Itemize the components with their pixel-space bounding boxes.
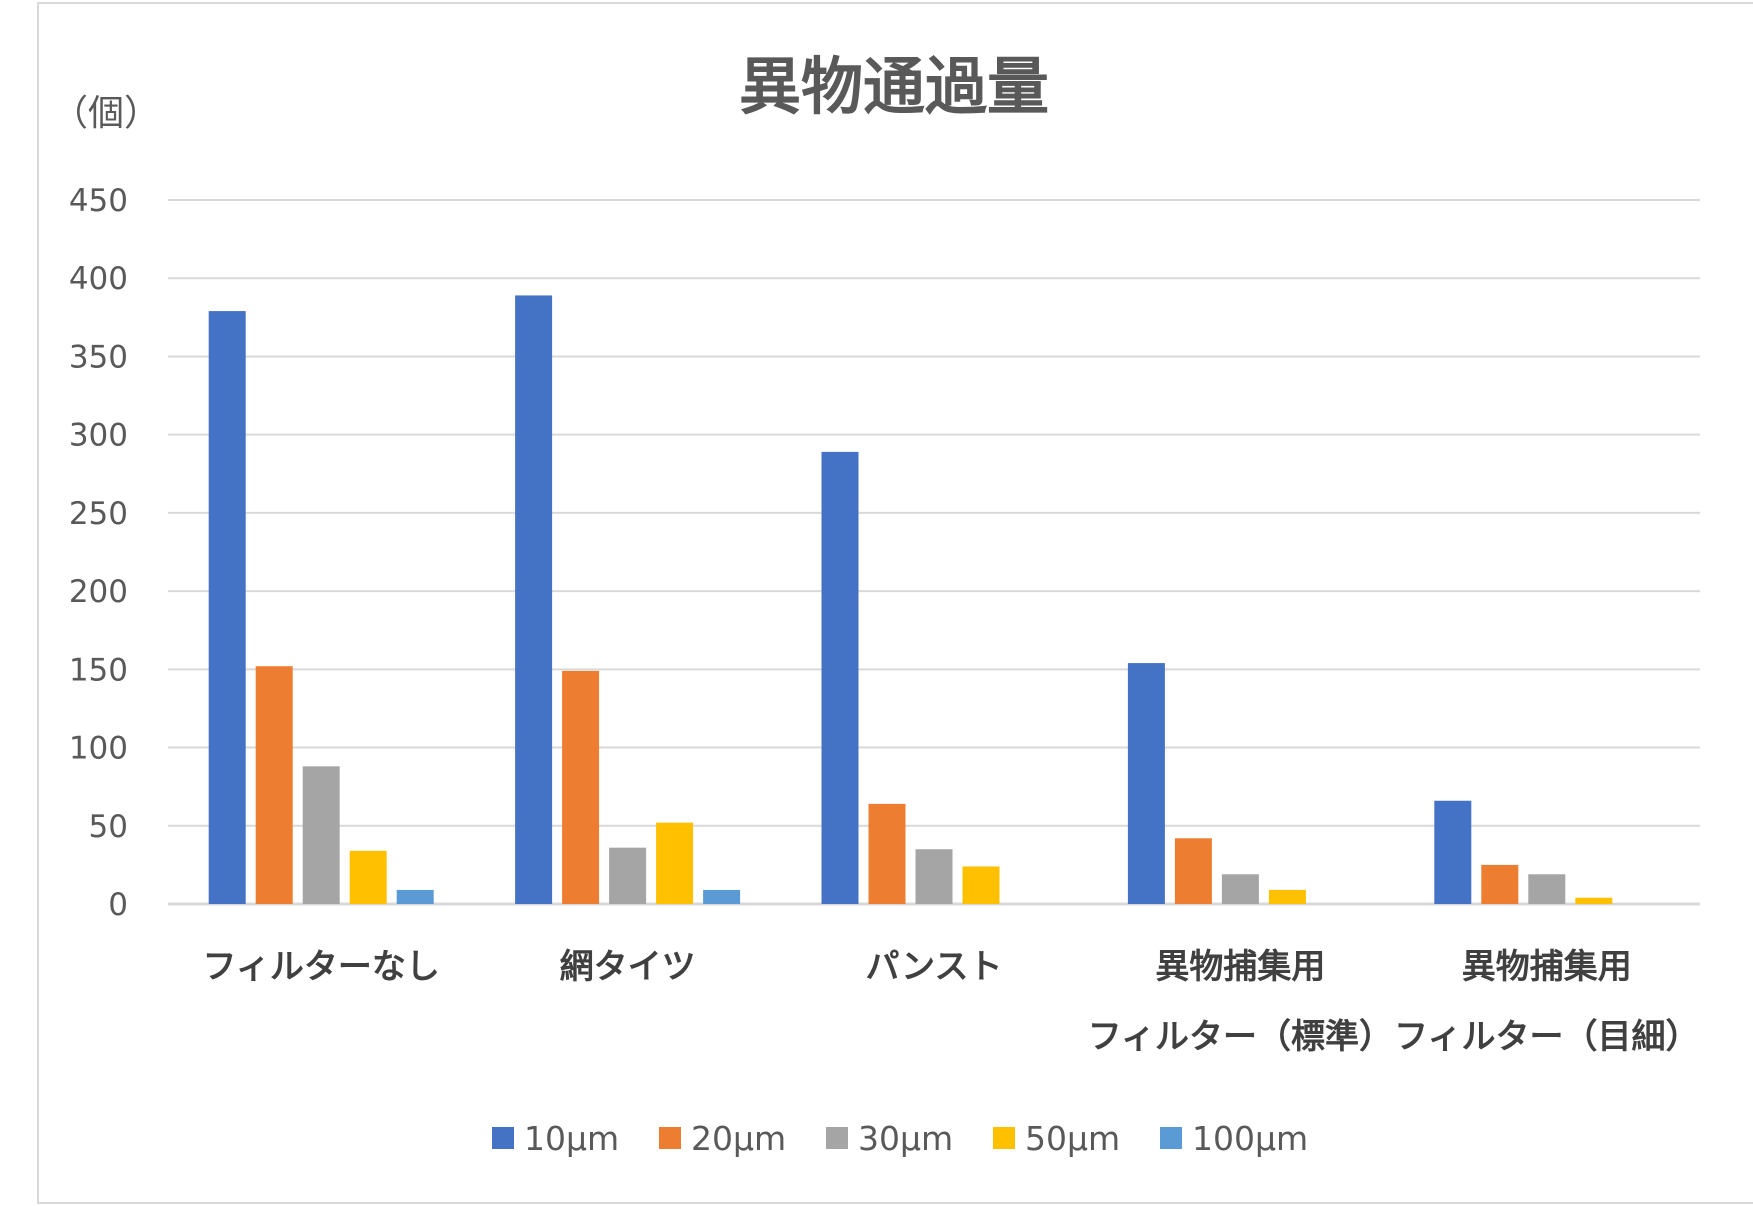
bar-10µm-0	[208, 311, 246, 904]
y-tick-label: 50	[89, 809, 128, 845]
legend-label: 50µm	[1025, 1119, 1120, 1158]
y-tick-label: 450	[69, 183, 128, 219]
bar-20µm-3	[1174, 838, 1212, 904]
y-axis-unit-label: （個）	[52, 93, 160, 134]
legend-swatch	[826, 1127, 848, 1149]
bar-10µm-4	[1434, 800, 1472, 904]
bar-30µm-4	[1528, 874, 1566, 904]
y-tick-label: 200	[69, 574, 128, 610]
bar-50µm-2	[962, 866, 1000, 904]
bar-20µm-2	[868, 803, 906, 904]
legend-label: 100µm	[1192, 1119, 1308, 1158]
y-tick-label: 100	[69, 731, 128, 767]
legend-swatch	[659, 1127, 681, 1149]
x-category-label: 異物捕集用	[1155, 947, 1325, 987]
chart-frame	[37, 2, 1753, 1204]
x-category-label: 異物捕集用	[1462, 947, 1632, 987]
x-category-label: 網タイツ	[560, 947, 696, 987]
legend-label: 30µm	[858, 1119, 953, 1158]
bar-100µm-1	[703, 889, 741, 904]
legend-label: 10µm	[524, 1119, 619, 1158]
legend-swatch	[993, 1127, 1015, 1149]
y-tick-label: 150	[69, 652, 128, 688]
legend-swatch	[492, 1127, 514, 1149]
bar-100µm-0	[396, 889, 434, 904]
legend-swatch	[1160, 1127, 1182, 1149]
y-tick-label: 300	[69, 418, 128, 454]
bar-50µm-1	[656, 822, 694, 904]
bar-10µm-2	[821, 451, 859, 904]
x-category-label: フィルターなし	[203, 947, 440, 987]
bar-30µm-3	[1221, 874, 1259, 904]
y-tick-label: 0	[108, 887, 128, 923]
bar-30µm-2	[915, 849, 953, 904]
y-tick-label: 350	[69, 339, 128, 375]
x-category-label: フィルター（標準）	[1088, 1017, 1393, 1057]
bar-50µm-3	[1268, 889, 1306, 904]
bar-30µm-1	[609, 847, 647, 904]
bar-10µm-1	[515, 295, 553, 904]
y-tick-label: 400	[69, 261, 128, 297]
bar-20µm-0	[255, 666, 293, 904]
bar-30µm-0	[302, 766, 340, 904]
x-category-label: パンスト	[865, 947, 1002, 987]
chart-title: 異物通過量	[739, 50, 1049, 123]
bar-50µm-4	[1575, 897, 1613, 904]
x-category-label: フィルター（目細）	[1394, 1017, 1699, 1057]
bar-20µm-4	[1481, 864, 1519, 904]
bar-20µm-1	[562, 670, 600, 904]
bar-50µm-0	[349, 850, 387, 904]
bar-10µm-3	[1127, 663, 1165, 904]
y-tick-label: 250	[69, 496, 128, 532]
legend-label: 20µm	[691, 1119, 786, 1158]
